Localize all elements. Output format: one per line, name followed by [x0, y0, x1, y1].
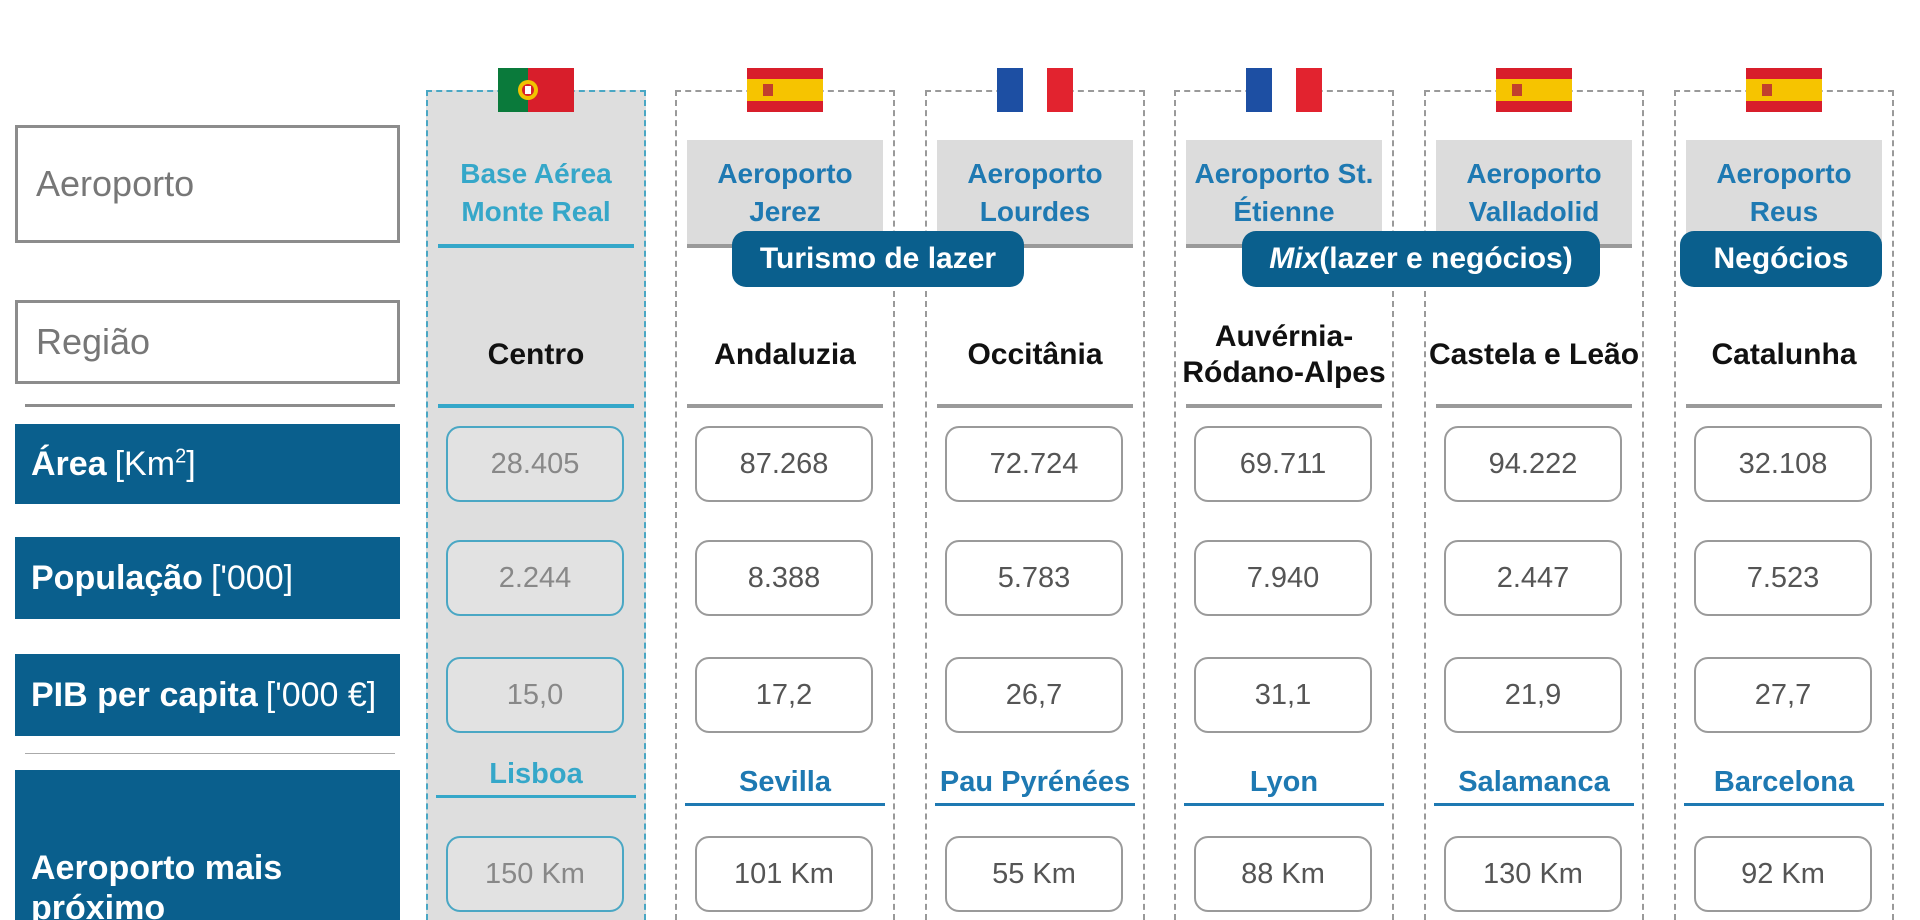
nearest-airport-name: Lyon [1184, 760, 1384, 806]
pib-label-unit: ['000 €] [265, 675, 377, 714]
row-label-pib: PIB per capita ['000 €] [15, 654, 400, 736]
distance-value: 55 Km [945, 836, 1123, 912]
distance-value: 101 Km [695, 836, 873, 912]
divider [937, 404, 1133, 408]
area-value: 94.222 [1444, 426, 1622, 502]
airport-name: Aeroporto Lourdes [967, 158, 1103, 227]
population-value: 2.447 [1444, 540, 1622, 616]
airport-name-box: Aeroporto St. Étienne [1186, 140, 1382, 246]
region-name: Castela e Leão [1428, 338, 1640, 371]
row-label-aeroporto: Aeroporto [15, 125, 400, 243]
airport-name: Aeroporto Valladolid [1466, 158, 1602, 227]
airport-name: Aeroporto St. Étienne [1194, 158, 1374, 227]
distance-value: 92 Km [1694, 836, 1872, 912]
row-label-regiao-text: Região [36, 321, 151, 362]
divider [25, 753, 395, 754]
nearest-airport-name: Sevilla [685, 760, 885, 806]
area-value: 69.711 [1194, 426, 1372, 502]
population-value: 5.783 [945, 540, 1123, 616]
category-mix-rest: (lazer e negócios) [1319, 242, 1573, 275]
nearest-airport-name: Lisboa [436, 752, 636, 798]
row-label-nearest: Aeroporto mais próximo [15, 770, 400, 920]
france-flag-icon [1246, 68, 1322, 112]
airport-name-box: Aeroporto Jerez [687, 140, 883, 246]
distance-value: 88 Km [1194, 836, 1372, 912]
portugal-flag-icon [498, 68, 574, 112]
region-name: Occitânia [967, 338, 1103, 371]
gdp-value: 26,7 [945, 657, 1123, 733]
area-label-name: Área [31, 444, 107, 483]
row-label-area: Área [Km2] [15, 424, 400, 504]
populacao-label-unit: ['000] [210, 558, 294, 597]
divider [438, 404, 634, 408]
row-label-populacao: População ['000] [15, 537, 400, 619]
divider [937, 244, 1133, 248]
row-label-aeroporto-text: Aeroporto [36, 163, 195, 204]
region-name: Andaluzia [714, 338, 856, 371]
divider [1686, 404, 1882, 408]
airport-name: Base Aérea Monte Real [460, 158, 612, 227]
spain-flag-icon [747, 68, 823, 112]
area-label-unit: [Km2] [114, 444, 196, 483]
row-label-regiao: Região [15, 300, 400, 384]
spain-flag-icon [1746, 68, 1822, 112]
pib-label-name: PIB per capita [31, 675, 258, 714]
airport-name: Aeroporto Jerez [717, 158, 853, 227]
population-value: 7.940 [1194, 540, 1372, 616]
distance-value: 130 Km [1444, 836, 1622, 912]
region-name: Auvérnia-Ródano-Alpes [1182, 320, 1386, 389]
gdp-value: 27,7 [1694, 657, 1872, 733]
nearest-label-name: Aeroporto mais próximo [31, 849, 283, 920]
divider [25, 404, 395, 407]
gdp-value: 15,0 [446, 657, 624, 733]
nearest-airport-name: Pau Pyrénées [935, 760, 1135, 806]
airport-name: Aeroporto Reus [1716, 158, 1852, 227]
france-flag-icon [997, 68, 1073, 112]
distance-value: 150 Km [446, 836, 624, 912]
airport-name-box: Base Aérea Monte Real [438, 140, 634, 246]
divider [687, 404, 883, 408]
populacao-label-name: População [31, 558, 203, 597]
population-value: 8.388 [695, 540, 873, 616]
nearest-airport-name: Barcelona [1684, 760, 1884, 806]
airport-name-box: Aeroporto Lourdes [937, 140, 1133, 246]
area-value: 28.405 [446, 426, 624, 502]
area-value: 87.268 [695, 426, 873, 502]
category-pill-mix: Mix (lazer e negócios) [1242, 231, 1600, 287]
airport-name-box: Aeroporto Valladolid [1436, 140, 1632, 246]
airport-column [426, 90, 646, 920]
gdp-value: 31,1 [1194, 657, 1372, 733]
divider [1436, 404, 1632, 408]
nearest-airport-name: Salamanca [1434, 760, 1634, 806]
spain-flag-icon [1496, 68, 1572, 112]
population-value: 2.244 [446, 540, 624, 616]
divider [438, 244, 634, 248]
area-value: 32.108 [1694, 426, 1872, 502]
category-pill-business: Negócios [1680, 231, 1882, 287]
category-pill-leisure: Turismo de lazer [732, 231, 1024, 287]
gdp-value: 21,9 [1444, 657, 1622, 733]
region-name: Centro [487, 338, 585, 371]
category-mix-italic: Mix [1269, 242, 1320, 275]
airport-name-box: Aeroporto Reus [1686, 140, 1882, 246]
gdp-value: 17,2 [695, 657, 873, 733]
area-value: 72.724 [945, 426, 1123, 502]
divider [1186, 404, 1382, 408]
population-value: 7.523 [1694, 540, 1872, 616]
region-name: Catalunha [1711, 338, 1857, 371]
